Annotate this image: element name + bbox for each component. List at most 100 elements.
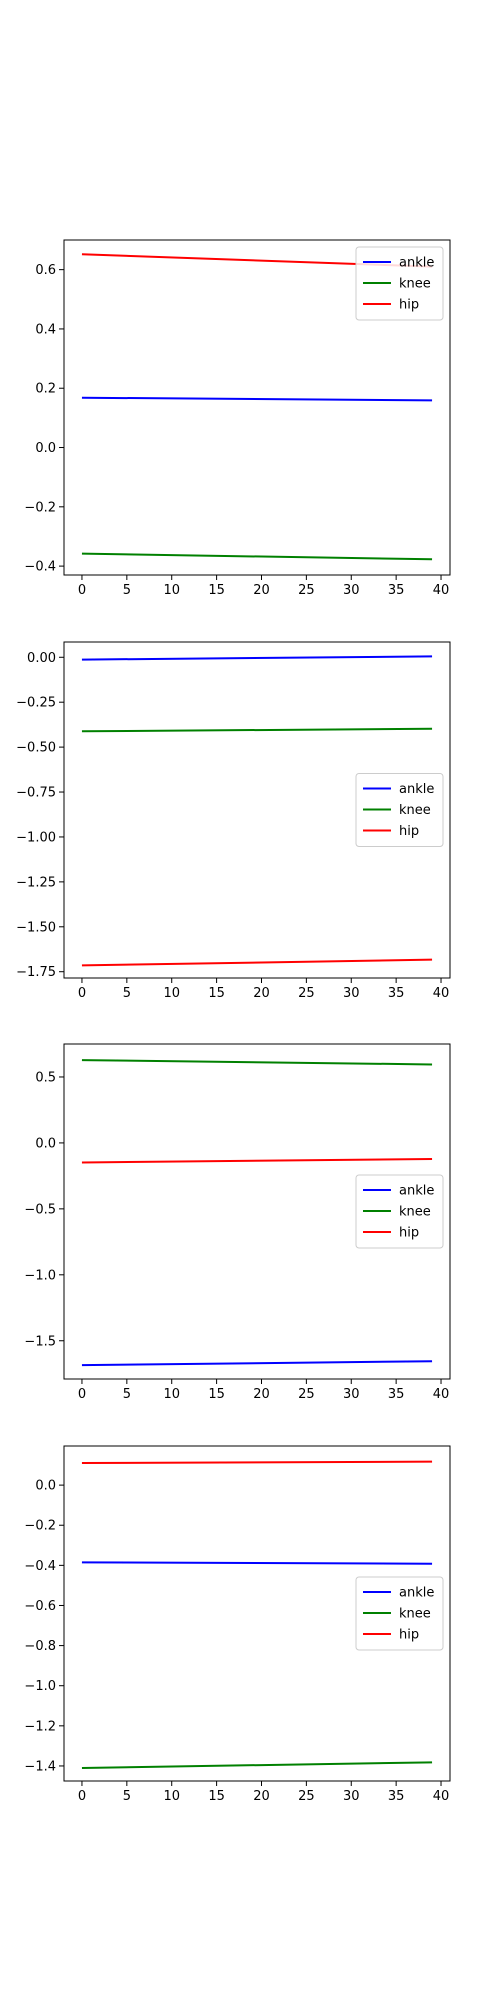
legend-box [355,246,444,321]
x-tick-label: 25 [298,1789,315,1804]
x-tick-label: 10 [163,986,180,1001]
legend-label-hip: hip [399,824,419,839]
series-line-ankle [81,655,433,661]
legend-box [355,1576,444,1651]
x-tick-label: 25 [298,986,315,1001]
x-tick-label: 10 [163,1789,180,1804]
y-tick-label: −1.4 [24,1759,56,1774]
legend: ankle knee hip [355,1576,444,1651]
x-tick-label: 15 [208,583,225,598]
x-tick-label: 25 [298,1387,315,1402]
y-tick-label: −1.0 [24,1268,56,1283]
x-tick-label: 35 [388,1387,405,1402]
legend-label-ankle: ankle [399,782,434,797]
x-tick-label: 20 [253,1387,270,1402]
y-tick-label: −1.50 [16,920,56,935]
series-line-hip [81,958,433,967]
x-tick-label: 40 [433,583,450,598]
y-tick-label: −0.2 [24,1519,56,1534]
x-tick-label: 5 [123,986,131,1001]
x-tick-label: 10 [163,583,180,598]
series-line-knee [81,1059,433,1066]
legend-label-hip: hip [399,1628,419,1643]
chart-panel-1: 0 5 10 15 20 25 30 35 40 −0.4 −0.2 0.0 0.2 0.4 0.6 ankl… [24,239,451,598]
y-tick-label: −0.4 [24,560,56,575]
chart-panel-3: 0 5 10 15 20 25 30 35 40 −1.5 −1.0 −0.5 0.0 0.5 ankle k… [24,1043,451,1402]
legend-label-knee: knee [399,1607,431,1622]
x-tick-label: 30 [343,1789,360,1804]
series-line-ankle [81,1360,433,1367]
x-tick-label: 40 [433,986,450,1001]
x-tick-label: 25 [298,583,315,598]
y-tick-label: −0.4 [24,1559,56,1574]
y-tick-label: 0.5 [35,1070,56,1085]
x-tick-label: 0 [78,986,86,1001]
series-line-ankle [81,1561,433,1565]
x-tick-label: 30 [343,1387,360,1402]
series-line-hip [81,1460,433,1465]
legend-label-knee: knee [399,803,431,818]
legend-label-knee: knee [399,277,431,292]
x-tick-label: 20 [253,1789,270,1804]
chart-panel-2: 0 5 10 15 20 25 30 35 40 −1.75 −1.50 −1.25 −1.00 −0.7… [16,641,451,1001]
plot-frame [63,1043,451,1380]
x-tick-label: 40 [433,1387,450,1402]
y-tick-label: −0.6 [24,1599,56,1614]
y-tick-label: 0.6 [35,263,56,278]
x-tick-label: 35 [388,583,405,598]
x-tick-label: 0 [78,1789,86,1804]
y-tick-label: 0.0 [35,1479,56,1494]
x-tick-label: 15 [208,1387,225,1402]
y-tick-label: −1.2 [24,1719,56,1734]
x-tick-label: 40 [433,1789,450,1804]
legend-label-knee: knee [399,1205,431,1220]
plot-frame [63,641,451,979]
y-tick-label: −0.75 [16,786,56,801]
series-line-knee [81,552,433,561]
x-tick-label: 15 [208,1789,225,1804]
legend-label-ankle: ankle [399,1184,434,1199]
legend: ankle knee hip [355,1174,444,1249]
y-tick-label: −1.75 [16,965,56,980]
legend: ankle knee hip [355,246,444,321]
legend-label-ankle: ankle [399,256,434,271]
series-line-knee [81,1761,433,1769]
series-line-hip [81,1158,433,1164]
series-line-ankle [81,396,433,402]
legend-label-hip: hip [399,298,419,313]
chart-panel-4: 0 5 10 15 20 25 30 35 40 −1.4 −1.2 −1.0 −0.8 −0.6 −0.4… [24,1445,451,1804]
y-tick-label: 0.0 [35,441,56,456]
legend-label-ankle: ankle [399,1586,434,1601]
x-tick-label: 20 [253,986,270,1001]
y-tick-label: −0.8 [24,1639,56,1654]
x-tick-label: 30 [343,986,360,1001]
y-tick-label: 0.0 [35,1136,56,1151]
y-tick-label: −0.50 [16,741,56,756]
plot-frame [63,239,451,576]
x-tick-label: 5 [123,583,131,598]
y-tick-label: −1.00 [16,830,56,845]
x-tick-label: 35 [388,1789,405,1804]
x-tick-label: 35 [388,986,405,1001]
y-tick-label: 0.00 [27,651,56,666]
y-tick-label: 0.2 [35,382,56,397]
y-tick-label: 0.4 [35,322,56,337]
y-tick-label: −0.2 [24,500,56,515]
y-tick-label: −1.5 [24,1334,56,1349]
x-tick-label: 10 [163,1387,180,1402]
y-tick-label: −0.5 [24,1202,56,1217]
x-tick-label: 20 [253,583,270,598]
plot-frame [63,1445,451,1782]
legend-box [355,773,444,847]
x-tick-label: 0 [78,583,86,598]
y-tick-label: −0.25 [16,696,56,711]
series-line-knee [81,727,433,733]
legend-box [355,1174,444,1249]
y-tick-label: −1.25 [16,875,56,890]
legend-label-hip: hip [399,1226,419,1241]
x-tick-label: 15 [208,986,225,1001]
x-tick-label: 5 [123,1789,131,1804]
y-tick-label: −1.0 [24,1679,56,1694]
x-tick-label: 30 [343,583,360,598]
